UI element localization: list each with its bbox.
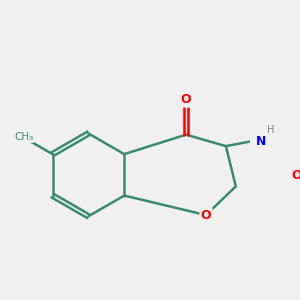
Text: CH₃: CH₃ <box>14 132 33 142</box>
Text: O: O <box>291 169 300 182</box>
Text: H: H <box>267 124 274 135</box>
Text: N: N <box>256 136 266 148</box>
Text: O: O <box>201 208 211 222</box>
Text: O: O <box>181 93 191 106</box>
